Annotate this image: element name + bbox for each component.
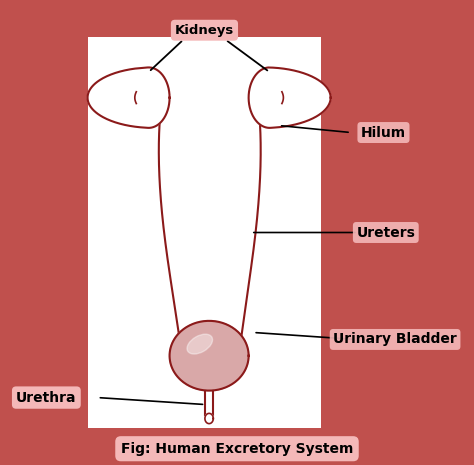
Text: Hilum: Hilum bbox=[361, 126, 406, 140]
Text: Kidneys: Kidneys bbox=[175, 24, 234, 37]
Text: Urinary Bladder: Urinary Bladder bbox=[333, 332, 457, 346]
Polygon shape bbox=[88, 67, 170, 128]
Polygon shape bbox=[205, 413, 213, 424]
Text: Fig: Human Excretory System: Fig: Human Excretory System bbox=[121, 442, 353, 456]
Text: Urethra: Urethra bbox=[16, 391, 77, 405]
Text: Ureters: Ureters bbox=[356, 226, 415, 239]
Ellipse shape bbox=[205, 414, 213, 423]
Polygon shape bbox=[170, 321, 249, 391]
Polygon shape bbox=[249, 67, 331, 128]
Ellipse shape bbox=[187, 334, 212, 354]
FancyBboxPatch shape bbox=[88, 37, 321, 428]
